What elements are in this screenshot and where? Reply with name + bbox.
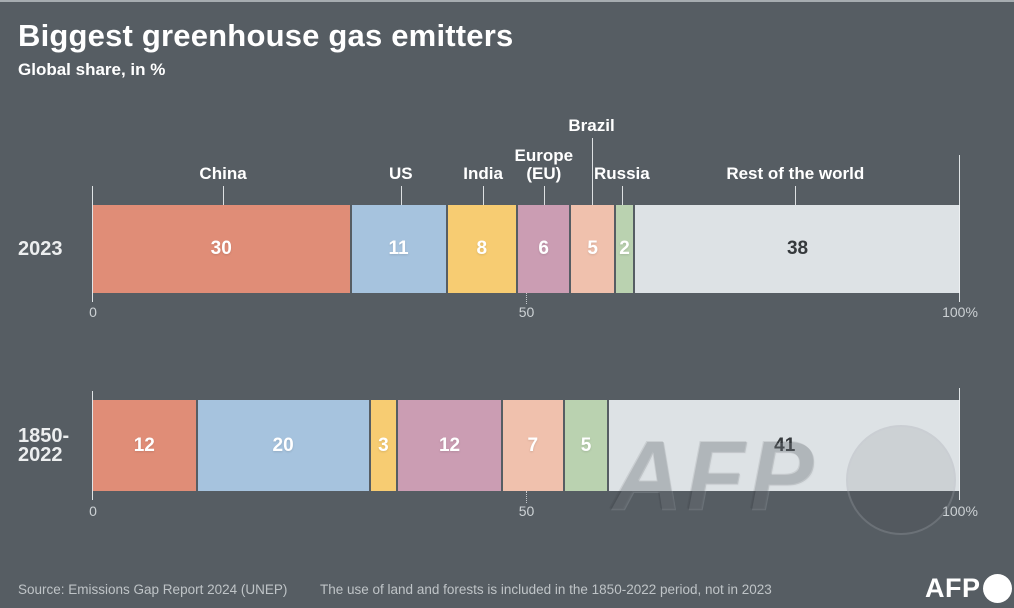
bar-segment-europe-eu-: 6 bbox=[517, 205, 570, 293]
bar-segment-india: 8 bbox=[447, 205, 516, 293]
segment-value: 20 bbox=[272, 434, 294, 456]
axis-tick-50: 50 bbox=[518, 503, 535, 519]
axis-line-0 bbox=[92, 186, 93, 302]
axis-mark-50 bbox=[525, 293, 527, 304]
category-label-line: Europe bbox=[514, 146, 574, 165]
category-label-india: India bbox=[463, 165, 503, 183]
category-label-line: Brazil bbox=[568, 116, 615, 135]
label-connector-india bbox=[483, 186, 485, 205]
bar-segment-china: 12 bbox=[93, 400, 196, 491]
stacked-bar-2023: 30 11 8 6 5 2 38 bbox=[93, 205, 960, 293]
axis-tick-100pct: 100% bbox=[942, 503, 978, 519]
label-connector-brazil bbox=[591, 138, 593, 205]
afp-logo: AFP bbox=[925, 573, 1012, 604]
bar-segment-china: 30 bbox=[93, 205, 350, 293]
page-title: Biggest greenhouse gas emitters bbox=[18, 18, 514, 53]
footer-bar: Source: Emissions Gap Report 2024 (UNEP)… bbox=[0, 565, 1014, 608]
row-label-1850-2022: 1850- 2022 bbox=[18, 424, 90, 466]
bar-segment-europe-eu-: 12 bbox=[398, 400, 501, 491]
afp-logo-text: AFP bbox=[925, 573, 981, 603]
label-connector-china bbox=[223, 186, 225, 205]
category-label-line: China bbox=[199, 164, 247, 183]
axis-tick-0: 0 bbox=[89, 503, 97, 519]
methodology-note: The use of land and forests is included … bbox=[320, 582, 772, 597]
category-label-line: Russia bbox=[593, 164, 650, 183]
axis-line-100 bbox=[959, 155, 960, 302]
bar-segment-rest-of-the-world: 38 bbox=[635, 205, 960, 293]
axis-tick-0: 0 bbox=[89, 304, 97, 320]
label-connector-russia bbox=[621, 186, 623, 205]
segment-value: 7 bbox=[527, 434, 539, 456]
segment-value: 5 bbox=[580, 434, 592, 456]
axis-line-100 bbox=[959, 388, 960, 500]
chart-subtitle: Global share, in % bbox=[18, 60, 166, 79]
category-label-china: China bbox=[199, 165, 246, 183]
segment-value: 5 bbox=[587, 238, 598, 259]
category-label-line: India bbox=[463, 164, 503, 183]
afp-logo-globe-icon bbox=[982, 574, 1012, 603]
axis-tick-100pct: 100% bbox=[942, 304, 978, 320]
segment-value: 30 bbox=[210, 238, 232, 259]
axis-tick-50: 50 bbox=[518, 304, 535, 320]
axis-line-0 bbox=[92, 391, 93, 500]
segment-value: 2 bbox=[619, 238, 630, 259]
row-label-line: 1850- bbox=[18, 424, 70, 447]
label-connector-rest-of-the-world bbox=[795, 186, 797, 205]
top-border bbox=[0, 0, 1014, 2]
category-label-russia: Russia bbox=[594, 165, 650, 183]
segment-value: 41 bbox=[774, 434, 796, 456]
category-label-line: (EU) bbox=[526, 164, 562, 183]
category-label-europe-eu-: Europe (EU) bbox=[515, 147, 574, 183]
category-label-line: Rest of the world bbox=[726, 164, 865, 183]
bar-segment-brazil: 5 bbox=[571, 205, 614, 293]
bar-segment-india: 3 bbox=[370, 400, 397, 491]
segment-value: 6 bbox=[538, 238, 549, 259]
bar-segment-russia: 2 bbox=[616, 205, 634, 293]
bar-segment-us: 20 bbox=[197, 400, 369, 491]
segment-value: 11 bbox=[388, 238, 409, 259]
label-connector-europe-eu- bbox=[543, 186, 545, 205]
segment-value: 38 bbox=[786, 238, 809, 259]
stacked-bar-1850-2022: 12 20 3 12 7 5 41 bbox=[93, 400, 960, 491]
category-label-line: US bbox=[388, 164, 413, 183]
label-connector-us bbox=[400, 186, 402, 205]
source-note: Source: Emissions Gap Report 2024 (UNEP) bbox=[18, 582, 288, 597]
bar-segment-brazil: 7 bbox=[502, 400, 563, 491]
segment-value: 3 bbox=[378, 434, 389, 456]
segment-value: 8 bbox=[476, 238, 488, 259]
axis-mark-50 bbox=[525, 491, 527, 503]
bar-segment-rest-of-the-world: 41 bbox=[609, 400, 960, 491]
category-label-us: US bbox=[389, 165, 413, 183]
category-label-rest-of-the-world: Rest of the world bbox=[726, 165, 864, 183]
row-label-line: 2023 bbox=[18, 237, 63, 260]
row-label-2023: 2023 bbox=[18, 237, 90, 260]
row-label-line: 2022 bbox=[18, 443, 63, 466]
bar-segment-us: 11 bbox=[351, 205, 446, 293]
segment-value: 12 bbox=[133, 434, 155, 456]
bar-segment-russia: 5 bbox=[564, 400, 608, 491]
category-label-brazil: Brazil bbox=[568, 117, 614, 135]
segment-value: 12 bbox=[438, 434, 461, 456]
